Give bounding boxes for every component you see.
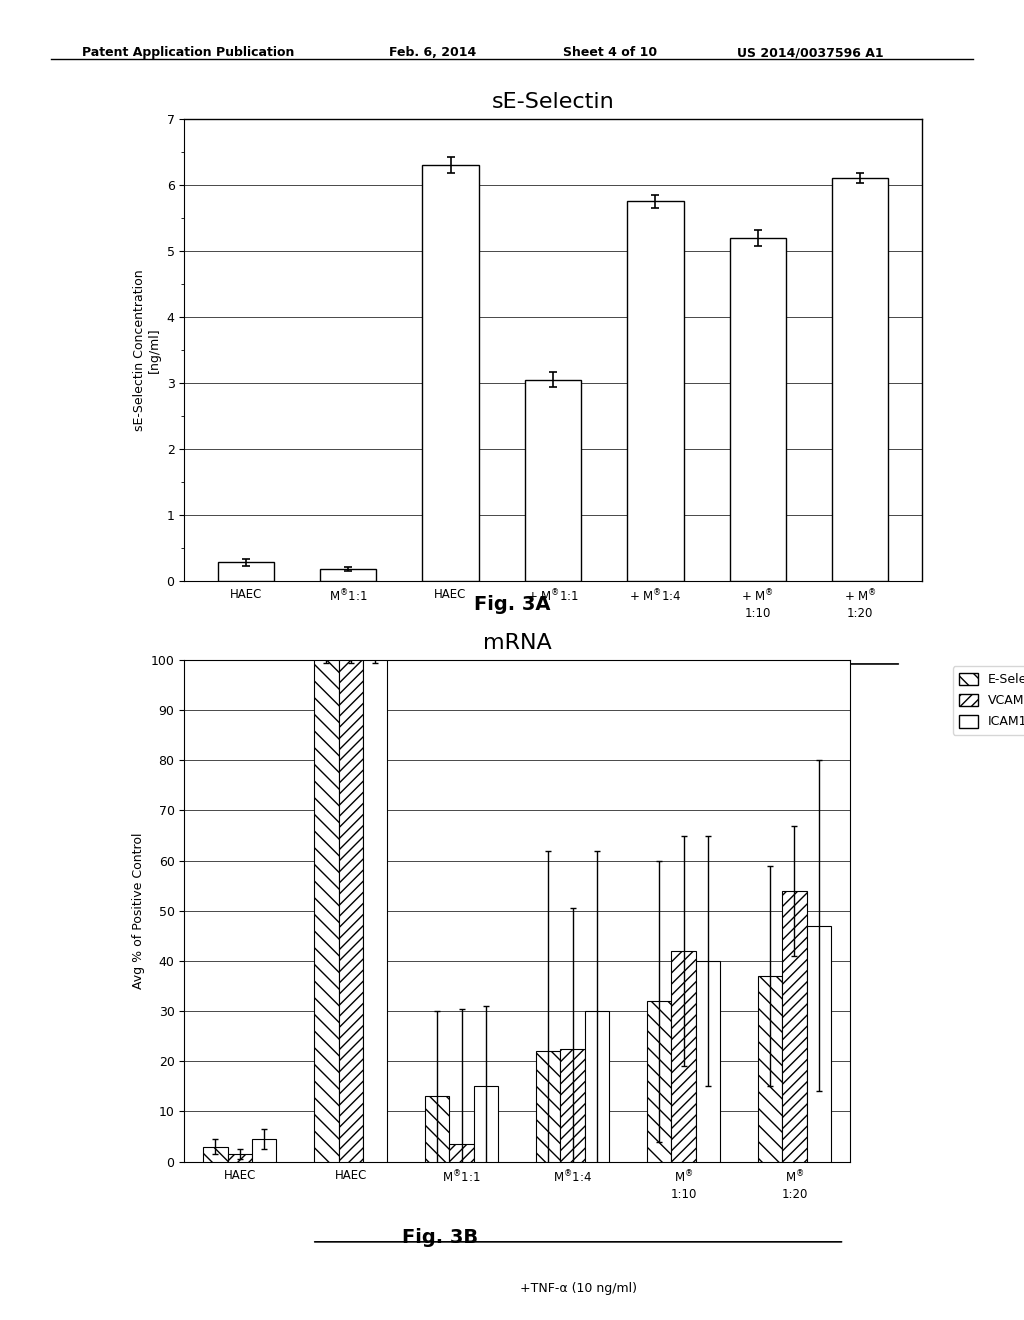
Text: +TNF-α (10 ng/ml): +TNF-α (10 ng/ml) — [597, 701, 714, 714]
Bar — [227, 1154, 252, 1162]
Bar — [585, 1011, 609, 1162]
Bar — [252, 1139, 276, 1162]
Bar — [422, 165, 479, 581]
Bar — [339, 660, 362, 1162]
Text: Sheet 4 of 10: Sheet 4 of 10 — [563, 46, 657, 59]
Title: sE-Selectin: sE-Selectin — [492, 91, 614, 112]
Text: Patent Application Publication: Patent Application Publication — [82, 46, 294, 59]
Bar — [807, 925, 831, 1162]
Bar — [672, 950, 695, 1162]
Bar — [627, 201, 684, 581]
Y-axis label: Avg % of Positive Control: Avg % of Positive Control — [132, 833, 145, 989]
Bar — [536, 1051, 560, 1162]
Text: Fig. 3A: Fig. 3A — [474, 595, 550, 614]
Text: Feb. 6, 2014: Feb. 6, 2014 — [389, 46, 476, 59]
Bar — [560, 1048, 585, 1162]
Bar — [314, 660, 339, 1162]
Bar — [319, 569, 377, 581]
Bar — [425, 1097, 450, 1162]
Bar — [217, 562, 274, 581]
Text: +TNF-α (10 ng/ml): +TNF-α (10 ng/ml) — [519, 1282, 637, 1295]
Bar — [203, 1147, 227, 1162]
Bar — [729, 238, 785, 581]
Bar — [362, 660, 387, 1162]
Bar — [524, 380, 582, 581]
Y-axis label: sE-Selectin Concentration
[ng/ml]: sE-Selectin Concentration [ng/ml] — [133, 269, 161, 430]
Title: mRNA: mRNA — [482, 632, 552, 653]
Bar — [831, 178, 888, 581]
Bar — [450, 1144, 474, 1162]
Legend: E-Selectin, VCAM1, ICAM1: E-Selectin, VCAM1, ICAM1 — [952, 667, 1024, 735]
Bar — [647, 1001, 672, 1162]
Bar — [474, 1086, 499, 1162]
Text: US 2014/0037596 A1: US 2014/0037596 A1 — [737, 46, 884, 59]
Bar — [782, 891, 807, 1162]
Text: Fig. 3B: Fig. 3B — [402, 1229, 478, 1247]
Bar — [758, 975, 782, 1162]
Bar — [695, 961, 720, 1162]
